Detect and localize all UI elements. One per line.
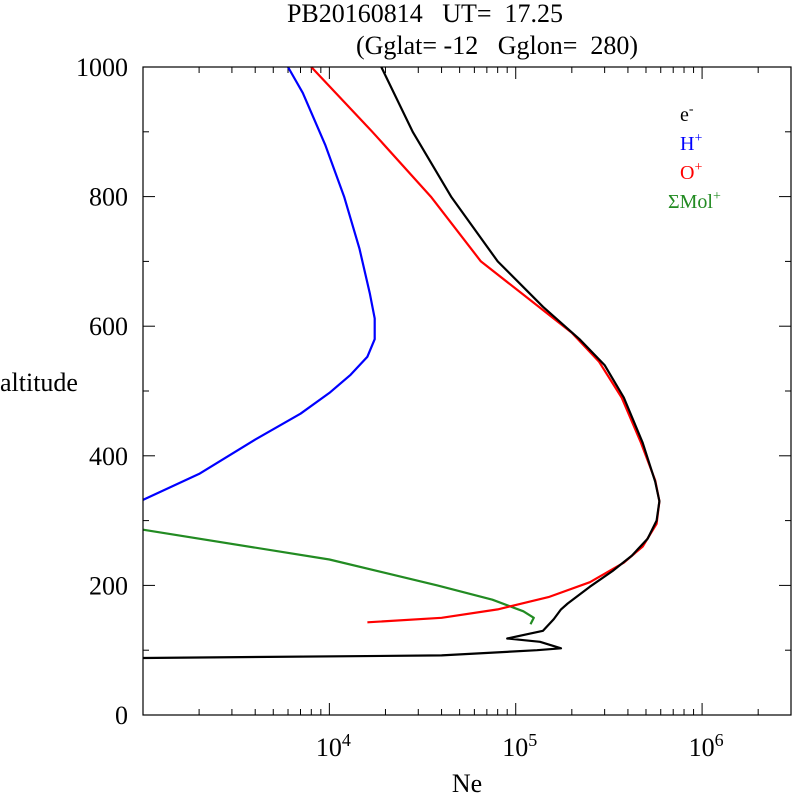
- series-line-e: [142, 66, 661, 660]
- x-tick-label: 106: [689, 730, 724, 762]
- chart-title-line1: PB20160814 UT= 17.25: [287, 0, 563, 28]
- legend-entry-mol: ΣMol+: [668, 189, 721, 213]
- y-tick-label: 1000: [76, 53, 128, 82]
- legend-entry-e: e-: [680, 102, 694, 126]
- y-tick-labels: 0 200 400 600 800 1000: [76, 53, 128, 730]
- x-tick-labels: 104 105 106: [316, 730, 724, 762]
- x-tick-label: 105: [502, 730, 537, 762]
- x-axis-label: Ne: [452, 769, 482, 796]
- legend: e- H+ O+ ΣMol+: [668, 102, 721, 213]
- chart-title-line2: (Gglat= -12 Gglon= 280): [356, 31, 638, 60]
- legend-entry-o: O+: [680, 160, 702, 184]
- series-line-o: [310, 66, 661, 624]
- y-axis-label: altitude: [0, 368, 78, 397]
- x-tick-label: 104: [316, 730, 351, 762]
- y-tick-label: 800: [89, 183, 128, 212]
- y-tick-label: 600: [89, 312, 128, 341]
- plot-frame: [142, 66, 792, 716]
- y-tick-label: 400: [89, 442, 128, 471]
- series-line-mol: [142, 528, 535, 625]
- y-tick-label: 200: [89, 571, 128, 600]
- legend-entry-h: H+: [680, 131, 702, 155]
- series-layer: [142, 66, 661, 660]
- y-tick-label: 0: [115, 701, 128, 730]
- series-line-h: [142, 66, 376, 501]
